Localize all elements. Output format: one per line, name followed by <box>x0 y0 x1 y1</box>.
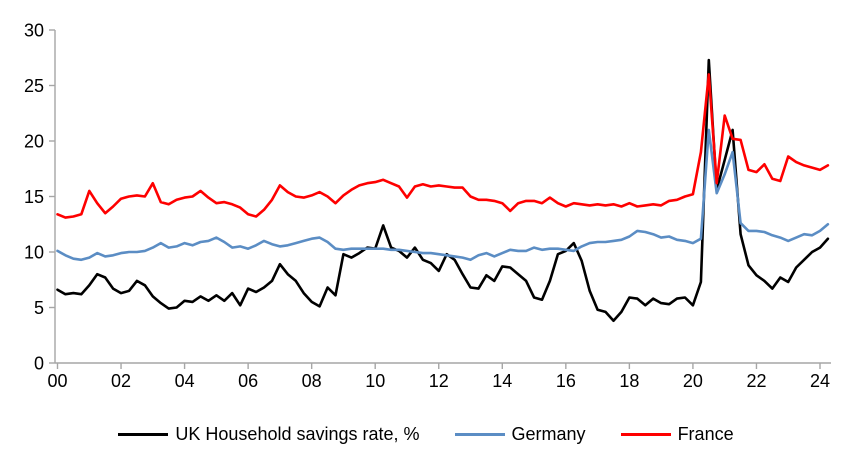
x-tick-label: 02 <box>111 371 131 391</box>
uk-line-swatch <box>118 433 169 436</box>
x-tick-label: 10 <box>365 371 385 391</box>
x-tick-label: 08 <box>302 371 322 391</box>
x-tick-label: 22 <box>746 371 766 391</box>
france-line-swatch <box>620 433 671 436</box>
y-tick-label: 30 <box>24 21 44 41</box>
x-tick-label: 16 <box>556 371 576 391</box>
legend-label-france: France <box>677 424 734 444</box>
legend-label-germany: Germany <box>511 424 586 444</box>
y-tick-label: 25 <box>24 76 44 96</box>
series-line-2 <box>56 73 830 219</box>
x-tick-label: 12 <box>429 371 449 391</box>
y-tick-label: 10 <box>24 243 44 263</box>
line-chart-plot-area: 0 5 10 15 20 25 30 00 02 04 06 08 10 12 14 16 18 20 22 24 <box>24 21 831 391</box>
y-tick-label: 0 <box>34 354 44 374</box>
chart-legend: UK Household savings rate, % Germany Fra… <box>0 424 852 445</box>
x-tick-label: 20 <box>683 371 703 391</box>
y-tick-label: 20 <box>24 132 44 152</box>
germany-line-swatch <box>454 433 505 436</box>
legend-item-france: France <box>620 424 734 445</box>
legend-item-germany: Germany <box>454 424 586 445</box>
legend-label-uk: UK Household savings rate, % <box>175 424 420 444</box>
legend-item-uk: UK Household savings rate, % <box>118 424 420 445</box>
x-tick-label: 18 <box>619 371 639 391</box>
series-line-0 <box>56 58 830 323</box>
x-tick-label: 24 <box>810 371 830 391</box>
x-tick-label: 14 <box>492 371 512 391</box>
y-tick-label: 15 <box>24 187 44 207</box>
x-tick-label: 00 <box>47 371 67 391</box>
series-line-1 <box>56 128 830 262</box>
x-tick-label: 06 <box>238 371 258 391</box>
x-tick-label: 04 <box>175 371 195 391</box>
y-tick-label: 5 <box>34 298 44 318</box>
